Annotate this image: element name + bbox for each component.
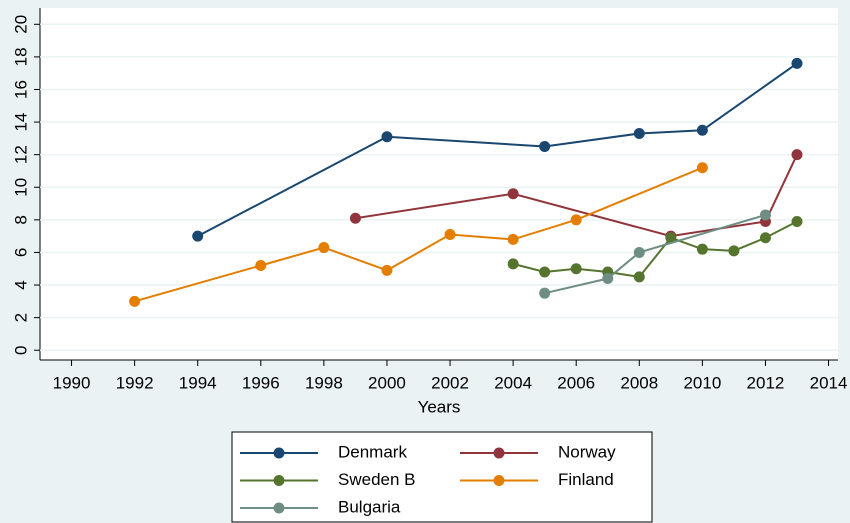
point — [791, 149, 803, 161]
y-tick-label: 18 — [11, 47, 30, 66]
point — [539, 287, 551, 299]
point — [507, 188, 519, 200]
y-tick-label: 6 — [11, 248, 30, 257]
x-tick-label: 1994 — [179, 373, 217, 392]
x-tick-label: 2004 — [494, 373, 532, 392]
x-tick-label: 2014 — [810, 373, 848, 392]
y-tick-label: 8 — [11, 215, 30, 224]
x-axis-label: Years — [418, 397, 461, 416]
point — [381, 264, 393, 276]
y-tick-label: 10 — [11, 178, 30, 197]
point — [444, 229, 456, 241]
legend-marker — [493, 475, 505, 486]
point — [633, 246, 645, 258]
legend-marker — [273, 502, 285, 514]
y-tick-label: 12 — [11, 145, 30, 164]
point — [696, 124, 708, 136]
point — [129, 295, 141, 307]
point — [507, 233, 519, 245]
point — [255, 259, 267, 271]
x-tick-label: 1990 — [53, 373, 91, 392]
point — [696, 243, 708, 255]
point — [791, 215, 803, 227]
point — [728, 245, 740, 257]
series-line — [544, 214, 766, 295]
point — [349, 212, 361, 224]
series-line — [512, 220, 798, 278]
point — [759, 209, 771, 221]
point — [507, 258, 519, 270]
legend-marker — [493, 447, 505, 459]
y-tick-label: 0 — [11, 345, 30, 354]
point — [539, 266, 551, 278]
legend-marker — [273, 447, 285, 459]
x-tick-label: 1992 — [116, 373, 154, 392]
y-tick-label: 2 — [11, 313, 30, 322]
point — [633, 271, 645, 283]
legend-label: Norway — [558, 442, 616, 461]
legend-label: Bulgaria — [338, 497, 401, 516]
legend-label: Denmark — [338, 442, 407, 461]
x-tick-label: 2012 — [747, 373, 785, 392]
plot-area — [40, 8, 838, 360]
legend-label: Finland — [558, 470, 614, 489]
y-tick-label: 16 — [11, 80, 30, 99]
y-tick-label: 20 — [11, 15, 30, 34]
y-tick-label: 4 — [11, 280, 30, 289]
x-tick-label: 2000 — [368, 373, 406, 392]
x-tick-label: 1996 — [242, 373, 280, 392]
series-line — [134, 166, 703, 303]
point — [539, 141, 551, 153]
legend-marker — [273, 475, 285, 486]
legend-label: Sweden B — [338, 470, 416, 489]
point — [318, 242, 330, 254]
x-tick-label: 2006 — [557, 373, 595, 392]
point — [570, 214, 582, 226]
x-tick-label: 1998 — [305, 373, 343, 392]
y-tick-label: 14 — [11, 113, 30, 132]
point — [570, 263, 582, 275]
point — [192, 230, 204, 242]
point — [696, 162, 708, 174]
point — [791, 57, 803, 69]
point — [381, 131, 393, 143]
point — [602, 273, 614, 285]
series-line — [197, 62, 798, 238]
x-tick-label: 2002 — [431, 373, 469, 392]
x-tick-label: 2010 — [683, 373, 721, 392]
point — [759, 232, 771, 244]
point — [633, 127, 645, 139]
point — [665, 232, 677, 244]
x-tick-label: 2008 — [620, 373, 658, 392]
